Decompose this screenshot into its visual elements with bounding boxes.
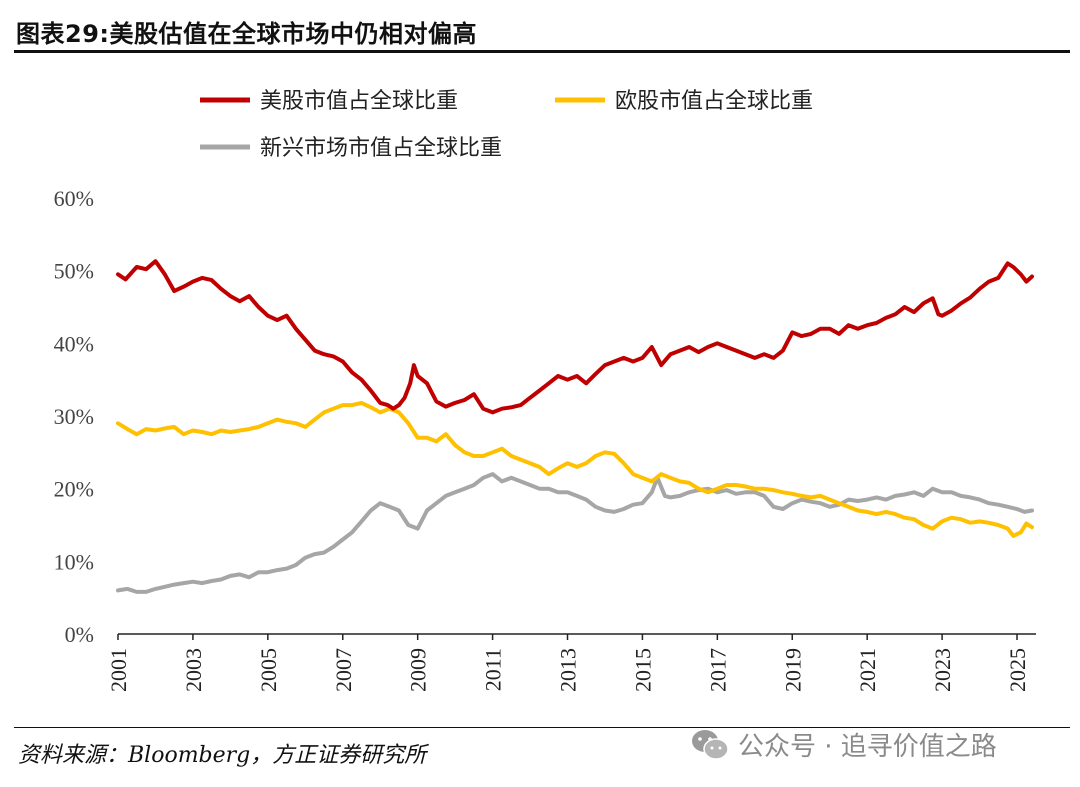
x-tick-label: 2015 (630, 648, 655, 692)
x-tick-label: 2023 (930, 648, 955, 692)
x-tick-label: 2025 (1005, 648, 1030, 692)
wechat-icon (692, 729, 729, 760)
x-tick-label: 2013 (556, 648, 581, 692)
x-tick-label: 2001 (106, 648, 131, 692)
y-tick-label: 50% (54, 259, 94, 284)
x-tick-label: 2017 (705, 648, 730, 692)
footer-divider (14, 727, 1070, 728)
legend-label: 欧股市值占全球比重 (615, 89, 813, 114)
series-line (116, 472, 1034, 594)
title-bar: 图表29:美股估值在全球市场中仍相对偏高 (14, 10, 1070, 53)
x-tick-label: 2019 (780, 648, 805, 692)
y-tick-label: 0% (65, 622, 94, 647)
legend-label: 美股市值占全球比重 (260, 89, 458, 114)
x-tick-label: 2007 (331, 648, 356, 692)
chart-title: 图表29:美股估值在全球市场中仍相对偏高 (16, 20, 477, 48)
series-line (116, 259, 1034, 415)
x-tick-label: 2011 (481, 648, 506, 691)
legend-label: 新兴市场市值占全球比重 (260, 136, 502, 161)
x-tick-label: 2003 (181, 648, 206, 692)
y-tick-label: 20% (54, 477, 94, 502)
watermark-text: 公众号 · 追寻价值之路 (738, 732, 997, 762)
x-tick-label: 2021 (855, 648, 880, 692)
y-tick-label: 40% (54, 331, 94, 356)
source-note: 资料来源：Bloomberg，方正证券研究所 (18, 743, 427, 768)
x-tick-label: 2005 (256, 648, 281, 692)
watermark: 公众号 · 追寻价值之路 (690, 726, 997, 763)
series-line (116, 400, 1034, 538)
y-tick-label: 60% (54, 186, 94, 211)
y-tick-label: 10% (54, 549, 94, 574)
x-tick-label: 2009 (406, 648, 431, 692)
y-tick-label: 30% (54, 404, 94, 429)
